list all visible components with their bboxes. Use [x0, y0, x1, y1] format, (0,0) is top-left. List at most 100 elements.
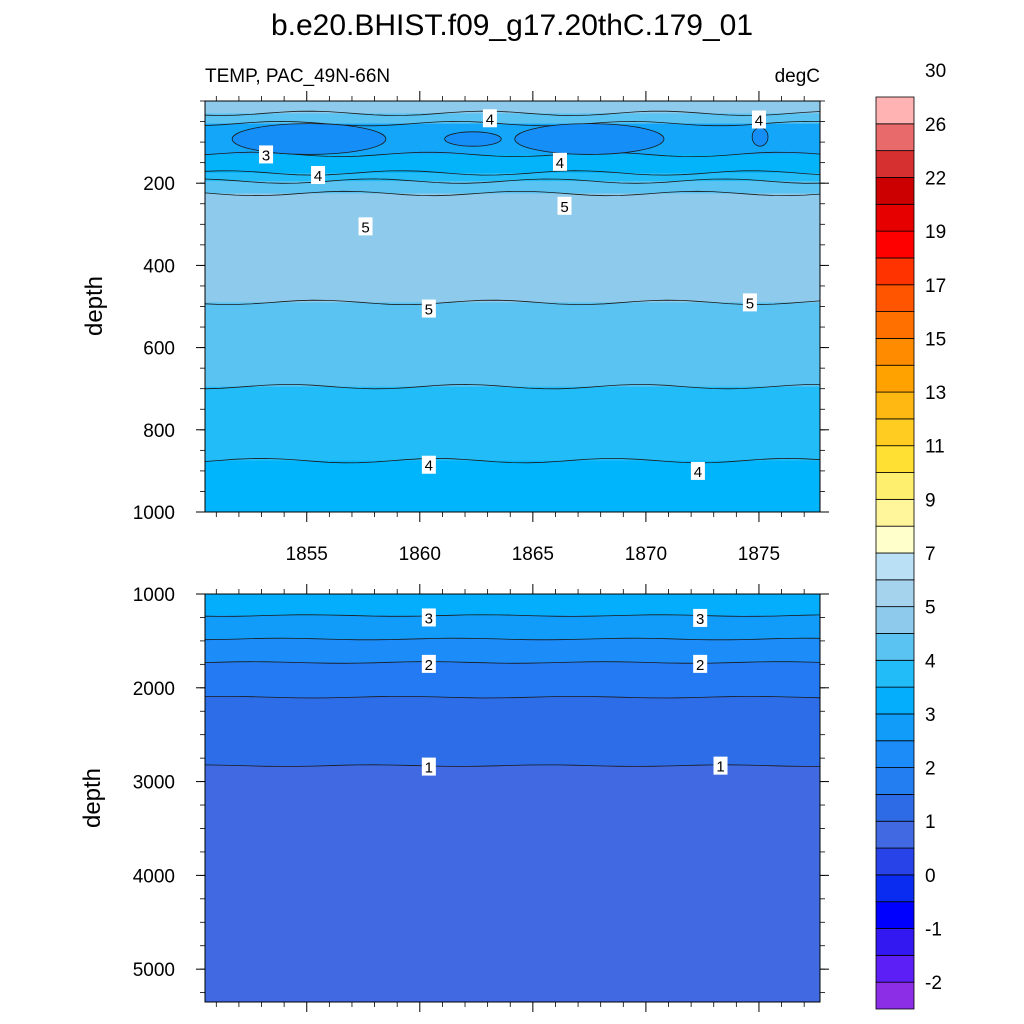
contour-label-box	[751, 110, 766, 129]
plot-area	[205, 594, 820, 1002]
colorbar-swatch	[875, 418, 915, 447]
colorbar-swatch	[875, 552, 915, 581]
contour-label: 5	[560, 199, 568, 216]
contour-label-box	[742, 293, 757, 312]
colorbar-swatch	[875, 230, 915, 259]
contour-label-box	[552, 152, 567, 171]
contour-label: 5	[425, 302, 433, 319]
contour-label-box	[421, 757, 436, 776]
colorbar-swatch	[875, 659, 915, 688]
colorbar-label: 17	[925, 276, 946, 297]
y-tick-label: 400	[143, 256, 175, 277]
x-tick-label: 1870	[625, 544, 667, 565]
colorbar-label: 2	[925, 759, 936, 780]
contour-label: 1	[425, 760, 433, 777]
colorbar-swatch	[875, 498, 915, 527]
colorbar-swatch	[875, 177, 915, 205]
colorbar-swatch	[875, 579, 915, 608]
colorbar-swatch	[875, 954, 915, 983]
upper-y-axis-label: depth	[81, 276, 108, 336]
cold-core	[751, 127, 769, 147]
colorbar-swatch	[875, 123, 915, 152]
contour-label: 4	[314, 168, 322, 185]
colorbar-label: 15	[925, 329, 946, 350]
contour-label-box	[713, 756, 728, 775]
colorbar-label: 26	[925, 115, 946, 136]
contour-line	[205, 637, 820, 641]
cold-core	[444, 131, 502, 147]
colorbar-swatch	[875, 525, 915, 554]
contour-label: 5	[746, 295, 754, 312]
colorbar-label: -2	[925, 973, 942, 994]
y-tick-label: 3000	[133, 773, 175, 794]
contour-label: 4	[425, 458, 433, 475]
contour-label-box	[421, 455, 436, 474]
colorbar-swatch	[875, 472, 915, 500]
contour-line	[205, 151, 820, 158]
colorbar-swatch	[875, 257, 915, 286]
colorbar-label: 0	[925, 866, 936, 887]
contour-label-box	[421, 654, 436, 673]
x-tick-label: 1855	[286, 544, 328, 565]
colorbar-swatch	[875, 311, 915, 339]
contour-label: 4	[556, 155, 564, 172]
colorbar-swatch	[875, 928, 915, 956]
colorbar-swatch	[875, 364, 915, 393]
contour-label: 3	[425, 610, 433, 627]
colorbar-swatch	[875, 874, 915, 903]
x-tick-label: 1865	[512, 544, 554, 565]
colorbar-swatch	[875, 981, 915, 1010]
colorbar-swatch	[875, 901, 915, 929]
y-tick-label: 600	[143, 339, 175, 360]
contour-line	[205, 170, 820, 176]
contour-line	[205, 178, 820, 184]
plot-frame	[204, 593, 821, 1003]
colorbar-label: 4	[925, 651, 936, 672]
colorbar-swatch	[875, 203, 915, 232]
colorbar-swatch	[875, 391, 915, 420]
colorbar-swatch	[875, 633, 915, 661]
contour-label-box	[358, 217, 373, 236]
contour-label-box	[693, 608, 708, 627]
temperature-layer	[205, 765, 820, 1002]
contour-label-box	[259, 145, 274, 164]
y-tick-label: 4000	[133, 866, 175, 887]
colorbar-label: 5	[925, 598, 936, 619]
y-tick-label: 5000	[133, 960, 175, 981]
colorbar-swatch	[875, 284, 915, 312]
contour-line	[205, 190, 820, 197]
colorbar-swatch	[875, 713, 915, 742]
colorbar-swatch	[875, 606, 915, 634]
colorbar-swatch	[875, 794, 915, 822]
contour-label-box	[421, 299, 436, 318]
contour-line	[205, 661, 820, 664]
colorbar-swatch	[875, 820, 915, 849]
contour-label: 3	[262, 147, 270, 164]
colorbar-label: 3	[925, 705, 936, 726]
colorbar-swatch	[875, 740, 915, 768]
upper-left-label: TEMP, PAC_49N-66N	[205, 66, 390, 87]
contour-label-box	[421, 608, 436, 627]
x-tick-label: 1860	[399, 544, 441, 565]
colorbar-label: 9	[925, 490, 936, 511]
contour-label: 2	[425, 657, 433, 674]
contour-line	[205, 120, 820, 127]
y-tick-label: 2000	[133, 679, 175, 700]
colorbar-label: 22	[925, 168, 946, 189]
contour-label-box	[557, 196, 572, 215]
temperature-layer	[205, 460, 820, 512]
colorbar-label: 1	[925, 812, 936, 833]
upper-panel: 4 4 3 4 4 5 5 5 5 4 4 200 400 600 800 1000 1855 1860 1865 1…	[133, 91, 829, 565]
contour-label-box	[690, 461, 705, 480]
contour-label: 2	[696, 657, 704, 674]
cold-core	[514, 123, 665, 155]
contour-label: 4	[694, 464, 702, 481]
contour-line	[205, 457, 820, 464]
contour-line	[205, 695, 820, 699]
cold-core	[231, 123, 387, 155]
colorbar-label: 13	[925, 383, 946, 404]
contour-line	[205, 110, 820, 116]
contour-line	[205, 614, 820, 617]
colorbar-swatch	[875, 686, 915, 715]
